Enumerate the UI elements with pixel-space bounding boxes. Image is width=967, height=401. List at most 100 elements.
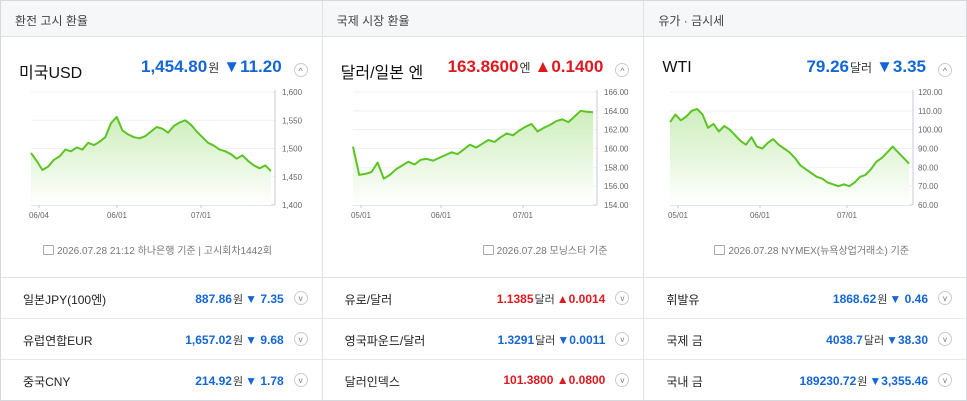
- row-unit: 원: [232, 376, 244, 388]
- chevron-up-icon[interactable]: ^: [615, 63, 630, 77]
- chevron-down-icon[interactable]: v: [293, 291, 308, 305]
- row-unit: 원: [877, 294, 888, 306]
- price-chart: 120.00 110.00 100.00 90.00 80.00 70.00 60.00 05…: [668, 88, 943, 220]
- y-tick-label: 90.00: [918, 145, 939, 154]
- quote-price: 1,454.80: [141, 57, 208, 76]
- down-arrow-icon: ▼: [223, 57, 241, 76]
- list-item[interactable]: 유럽연합EUR 1,657.02원 ▼ 9.68 v: [1, 319, 322, 360]
- row-price: 214.92: [195, 374, 232, 388]
- document-icon: [482, 245, 494, 255]
- row-value: 1.3291달러 ▼0.0011: [497, 332, 605, 348]
- row-name: 유럽연합EUR: [23, 334, 93, 348]
- list-item[interactable]: 국내 금 189230.72원 ▼3,355.46 v: [644, 360, 966, 401]
- chevron-down-icon[interactable]: v: [615, 291, 630, 305]
- quote-name[interactable]: WTI: [662, 59, 692, 76]
- list-item[interactable]: 달러인덱스 101.3800 ▲0.0800 v: [323, 360, 644, 401]
- quote-price-block: 163.8600엔 ▲0.1400: [448, 57, 604, 77]
- series-line: [351, 109, 593, 180]
- quote-price-block: 79.26달러 ▼3.35: [806, 57, 926, 77]
- quote-unit: 달러: [850, 61, 873, 75]
- quote-price: 163.8600: [447, 57, 519, 76]
- source-text: 2026.07.28 21:12 하나은행 기준 | 고시회차1442회: [57, 246, 273, 257]
- row-price: 887.86: [195, 292, 232, 306]
- series-area: [352, 110, 593, 205]
- list-item[interactable]: 중국CNY 214.92원 ▼ 1.78 v: [1, 360, 322, 401]
- list-item[interactable]: 유로/달러 1.1385달러 ▲0.0014 v: [322, 278, 644, 319]
- y-tick-label: 80.00: [918, 163, 939, 172]
- series-area: [670, 109, 910, 205]
- list-item[interactable]: 국제 금 4038.7달러 ▼38.30 v: [644, 319, 967, 360]
- quote-change: 0.1400: [551, 57, 604, 76]
- list-item[interactable]: 휘발유 1868.62원 ▼ 0.46 v: [644, 278, 967, 319]
- y-tick-label: 162.00: [604, 126, 629, 135]
- row-price: 1.3291: [497, 333, 535, 347]
- row-name: 영국파운드/달러: [344, 334, 426, 348]
- y-tick-label: 158.00: [604, 163, 629, 172]
- chevron-down-icon[interactable]: v: [293, 332, 308, 346]
- row-change: 3,355.46: [881, 374, 929, 388]
- panel-title[interactable]: 국제 시장 환율: [322, 1, 644, 37]
- row-change: 1.78: [260, 374, 284, 388]
- row-change: 0.46: [904, 292, 929, 306]
- row-unit: 원: [232, 335, 244, 347]
- x-tick-label: 05/01: [351, 211, 372, 220]
- down-arrow-icon: ▼: [245, 374, 257, 388]
- quote-unit: 원: [208, 61, 220, 75]
- source-note: 2026.07.28 모닝스타 기준: [482, 242, 608, 257]
- y-tick-label: 110.00: [918, 107, 942, 116]
- series-line: [669, 108, 911, 188]
- panel-international-rate: 국제 시장 환율 166.00 164.00 162.00 160.00 158.00 1…: [322, 1, 645, 401]
- document-icon: [43, 245, 54, 255]
- row-change: 7.35: [260, 292, 284, 306]
- row-change: 9.68: [260, 333, 284, 347]
- row-change: 0.0011: [569, 333, 606, 347]
- source-note: 2026.07.28 NYMEX(뉴욕상업거래소) 기준: [714, 242, 909, 257]
- row-name: 휘발유: [666, 293, 700, 307]
- y-tick-label: 156.00: [604, 182, 629, 191]
- quote-name[interactable]: 미국USD: [19, 65, 83, 82]
- chevron-up-icon[interactable]: ^: [293, 63, 308, 77]
- list-item[interactable]: 일본JPY(100엔) 887.86원 ▼ 7.35 v: [1, 278, 322, 319]
- chevron-down-icon[interactable]: v: [293, 373, 308, 387]
- y-tick-label: 1,400: [282, 201, 303, 210]
- x-tick-label: 06/04: [29, 211, 50, 220]
- down-arrow-icon: ▼: [557, 333, 570, 347]
- quote-unit: 엔: [519, 61, 531, 75]
- y-tick-label: 70.00: [918, 182, 939, 191]
- chevron-down-icon[interactable]: v: [938, 332, 953, 346]
- chevron-down-icon[interactable]: v: [938, 373, 953, 387]
- row-value: 214.92원 ▼ 1.78: [195, 373, 283, 389]
- row-name: 일본JPY(100엔): [23, 293, 107, 307]
- x-tick-label: 06/01: [107, 211, 128, 220]
- row-value: 4038.7달러 ▼38.30: [826, 332, 928, 348]
- quote-list: 유로/달러 1.1385달러 ▲0.0014 v 영국파운드/달러 1.3291달…: [322, 277, 644, 401]
- row-price: 101.3800: [503, 373, 554, 387]
- row-unit: 원: [857, 376, 868, 388]
- x-tick-label: 07/01: [837, 211, 858, 220]
- row-unit: 달러: [534, 294, 555, 306]
- row-price: 1.1385: [496, 292, 534, 306]
- panel-title[interactable]: 환전 고시 환율: [1, 1, 322, 37]
- source-text: 2026.07.28 모닝스타 기준: [496, 246, 608, 257]
- quote-name[interactable]: 달러/일본 엔: [340, 65, 424, 82]
- list-item[interactable]: 영국파운드/달러 1.3291달러 ▼0.0011 v: [322, 319, 644, 360]
- quote-price-block: 1,454.80원 ▼11.20: [141, 57, 282, 77]
- row-value: 887.86원 ▼ 7.35: [195, 291, 283, 307]
- row-name: 유로/달러: [344, 293, 393, 307]
- quote-change: 11.20: [240, 57, 282, 76]
- chevron-down-icon[interactable]: v: [615, 373, 630, 387]
- x-tick-label: 07/01: [191, 211, 212, 220]
- row-value: 1.1385달러 ▲0.0014: [497, 291, 606, 307]
- row-unit: 원: [232, 294, 244, 306]
- row-unit: 달러: [535, 335, 556, 347]
- chevron-up-icon[interactable]: ^: [938, 63, 953, 77]
- panel-title[interactable]: 유가 · 금시세: [644, 1, 967, 37]
- row-name: 달러인덱스: [344, 375, 400, 389]
- chevron-down-icon[interactable]: v: [938, 291, 953, 305]
- chevron-down-icon[interactable]: v: [615, 332, 630, 346]
- y-tick-label: 100.00: [918, 126, 943, 135]
- y-tick-label: 166.00: [604, 88, 629, 97]
- y-tick-label: 164.00: [604, 107, 629, 116]
- y-tick-label: 1,500: [282, 145, 303, 154]
